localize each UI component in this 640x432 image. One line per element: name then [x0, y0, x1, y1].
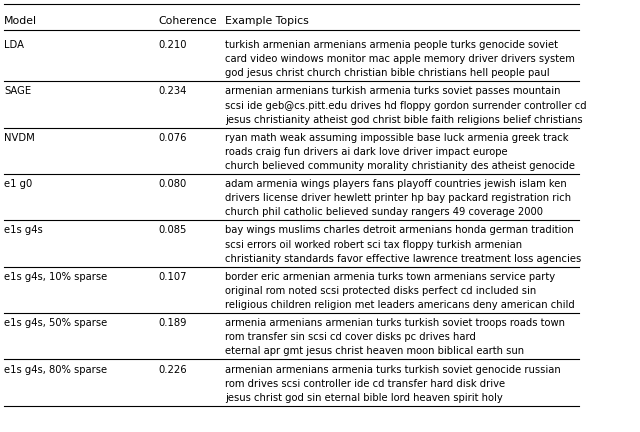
Text: drivers license driver hewlett printer hp bay packard registration rich: drivers license driver hewlett printer h… — [225, 193, 571, 203]
Text: jesus christianity atheist god christ bible faith religions belief christians: jesus christianity atheist god christ bi… — [225, 115, 582, 125]
Text: turkish armenian armenians armenia people turks genocide soviet: turkish armenian armenians armenia peopl… — [225, 40, 558, 50]
Text: LDA: LDA — [4, 40, 24, 50]
Text: christianity standards favor effective lawrence treatment loss agencies: christianity standards favor effective l… — [225, 254, 581, 264]
Text: e1s g4s, 10% sparse: e1s g4s, 10% sparse — [4, 272, 108, 282]
Text: e1s g4s, 80% sparse: e1s g4s, 80% sparse — [4, 365, 108, 375]
Text: border eric armenian armenia turks town armenians service party: border eric armenian armenia turks town … — [225, 272, 555, 282]
Text: NVDM: NVDM — [4, 133, 35, 143]
Text: jesus christ god sin eternal bible lord heaven spirit holy: jesus christ god sin eternal bible lord … — [225, 393, 502, 403]
Text: armenian armenians turkish armenia turks soviet passes mountain: armenian armenians turkish armenia turks… — [225, 86, 561, 96]
Text: card video windows monitor mac apple memory driver drivers system: card video windows monitor mac apple mem… — [225, 54, 575, 64]
Text: ryan math weak assuming impossible base luck armenia greek track: ryan math weak assuming impossible base … — [225, 133, 568, 143]
Text: e1 g0: e1 g0 — [4, 179, 33, 189]
Text: god jesus christ church christian bible christians hell people paul: god jesus christ church christian bible … — [225, 68, 550, 78]
Text: armenian armenians armenia turks turkish soviet genocide russian: armenian armenians armenia turks turkish… — [225, 365, 561, 375]
Text: e1s g4s, 50% sparse: e1s g4s, 50% sparse — [4, 318, 108, 328]
Text: 0.107: 0.107 — [158, 272, 187, 282]
Text: scsi errors oil worked robert sci tax floppy turkish armenian: scsi errors oil worked robert sci tax fl… — [225, 240, 522, 250]
Text: bay wings muslims charles detroit armenians honda german tradition: bay wings muslims charles detroit armeni… — [225, 226, 573, 235]
Text: rom drives scsi controller ide cd transfer hard disk drive: rom drives scsi controller ide cd transf… — [225, 379, 505, 389]
Text: 0.234: 0.234 — [158, 86, 186, 96]
Text: 0.226: 0.226 — [158, 365, 187, 375]
Text: rom transfer sin scsi cd cover disks pc drives hard: rom transfer sin scsi cd cover disks pc … — [225, 332, 476, 342]
Text: 0.076: 0.076 — [158, 133, 187, 143]
Text: 0.085: 0.085 — [158, 226, 186, 235]
Text: 0.189: 0.189 — [158, 318, 187, 328]
Text: adam armenia wings players fans playoff countries jewish islam ken: adam armenia wings players fans playoff … — [225, 179, 566, 189]
Text: roads craig fun drivers ai dark love driver impact europe: roads craig fun drivers ai dark love dri… — [225, 147, 508, 157]
Text: religious children religion met leaders americans deny american child: religious children religion met leaders … — [225, 300, 575, 310]
Text: church phil catholic believed sunday rangers 49 coverage 2000: church phil catholic believed sunday ran… — [225, 207, 543, 217]
Text: eternal apr gmt jesus christ heaven moon biblical earth sun: eternal apr gmt jesus christ heaven moon… — [225, 346, 524, 356]
Text: scsi ide geb@cs.pitt.edu drives hd floppy gordon surrender controller cd: scsi ide geb@cs.pitt.edu drives hd flopp… — [225, 101, 586, 111]
Text: Example Topics: Example Topics — [225, 16, 308, 26]
Text: e1s g4s: e1s g4s — [4, 226, 43, 235]
Text: church believed community morality christianity des atheist genocide: church believed community morality chris… — [225, 161, 575, 171]
Text: 0.080: 0.080 — [158, 179, 186, 189]
Text: original rom noted scsi protected disks perfect cd included sin: original rom noted scsi protected disks … — [225, 286, 536, 296]
Text: SAGE: SAGE — [4, 86, 31, 96]
Text: armenia armenians armenian turks turkish soviet troops roads town: armenia armenians armenian turks turkish… — [225, 318, 565, 328]
Text: 0.210: 0.210 — [158, 40, 187, 50]
Text: Coherence: Coherence — [158, 16, 217, 26]
Text: Model: Model — [4, 16, 37, 26]
